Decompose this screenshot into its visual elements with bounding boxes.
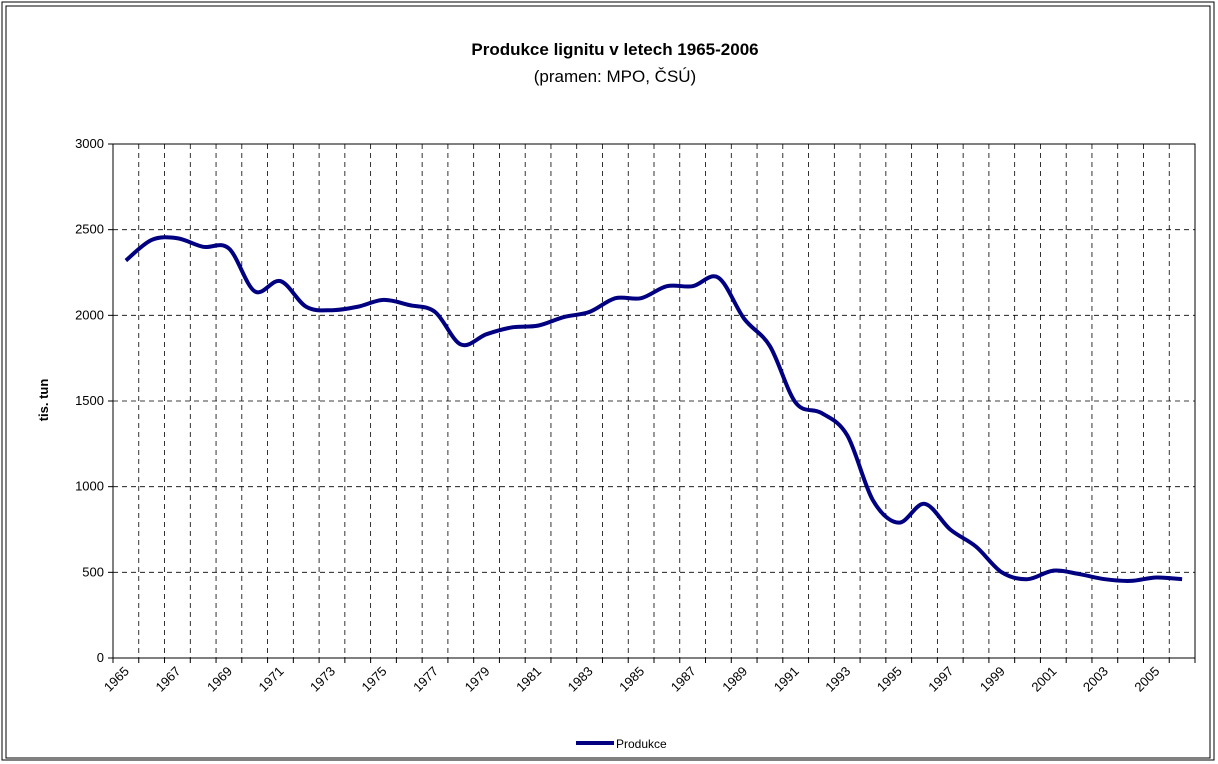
- x-tick-label: 1989: [719, 664, 750, 695]
- x-tick-label: 1999: [977, 664, 1008, 695]
- y-axis-label: tis. tun: [36, 379, 51, 422]
- y-tick-label: 1000: [75, 479, 104, 494]
- x-tick-label: 1983: [565, 664, 596, 695]
- x-tick-label: 1969: [204, 664, 235, 695]
- series-line: [124, 235, 1183, 583]
- x-tick-label: 1975: [359, 664, 390, 695]
- x-tick-label: 1991: [771, 664, 802, 695]
- y-tick-label: 2500: [75, 222, 104, 237]
- x-tick-label: 1997: [925, 664, 956, 695]
- x-tick-label: 1981: [513, 664, 544, 695]
- y-tick-label: 3000: [75, 136, 104, 151]
- x-tick-label: 2001: [1028, 664, 1059, 695]
- x-tick-label: 1977: [410, 664, 441, 695]
- inner-frame: [5, 5, 1211, 759]
- x-tick-label: 1971: [256, 664, 287, 695]
- y-tick-label: 1500: [75, 393, 104, 408]
- chart-subtitle: (pramen: MPO, ČSÚ): [534, 67, 696, 86]
- x-tick-label: 1967: [152, 664, 183, 695]
- x-tick-label: 1995: [874, 664, 905, 695]
- y-tick-label: 0: [97, 650, 104, 665]
- x-tick-label: 2003: [1080, 664, 1111, 695]
- x-tick-label: 1987: [668, 664, 699, 695]
- x-tick-label: 1965: [101, 664, 132, 695]
- x-tick-label: 1993: [822, 664, 853, 695]
- x-tick-label: 1985: [616, 664, 647, 695]
- x-tick-label: 1979: [462, 664, 493, 695]
- legend-label: Produkce: [616, 737, 667, 751]
- y-tick-label: 2000: [75, 307, 104, 322]
- x-tick-label: 1973: [307, 664, 338, 695]
- y-tick-label: 500: [82, 564, 104, 579]
- chart-title: Produkce lignitu v letech 1965-2006: [471, 40, 758, 59]
- x-tick-label: 2005: [1131, 664, 1162, 695]
